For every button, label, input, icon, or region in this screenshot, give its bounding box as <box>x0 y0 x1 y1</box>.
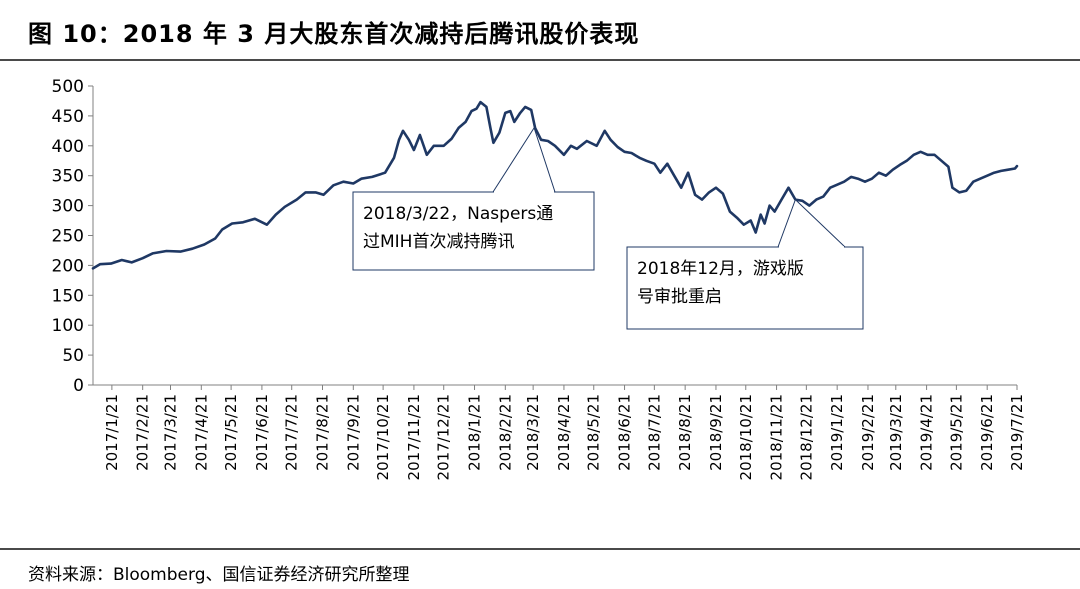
x-tick-label: 2018/12/21 <box>797 394 815 480</box>
title-rule <box>0 59 1080 61</box>
x-tick-label: 2018/6/21 <box>616 394 634 471</box>
x-tick-label: 2018/2/21 <box>496 394 514 471</box>
x-tick-label: 2019/3/21 <box>887 394 905 471</box>
x-axis: 2017/1/21 2017/2/21 2017/3/21 2017/4/21 2017… <box>93 384 1026 480</box>
figure-title: 图 10：2018 年 3 月大股东首次减持后腾讯股价表现 <box>28 20 640 48</box>
callout-box <box>352 191 595 271</box>
x-tick-label: 2018/1/21 <box>466 394 484 471</box>
callout-box <box>626 246 864 330</box>
y-tick-label: 50 <box>62 346 84 366</box>
x-tick-label: 2017/10/21 <box>374 394 392 480</box>
y-axis: 0 50 100 150 200 250 300 350 400 450 500 <box>52 77 94 396</box>
y-tick-label: 0 <box>73 376 84 396</box>
callout-pointer <box>777 198 847 248</box>
x-tick-label: 2017/6/21 <box>253 394 271 471</box>
x-tick-label: 2018/5/21 <box>585 394 603 471</box>
x-tick-label: 2018/4/21 <box>555 394 573 471</box>
y-tick-label: 100 <box>52 316 84 336</box>
source-note: 资料来源：Bloomberg、国信证券经济研究所整理 <box>28 565 410 585</box>
x-tick-label: 2019/5/21 <box>947 394 965 471</box>
y-tick-label: 350 <box>52 167 84 187</box>
x-tick-label: 2019/2/21 <box>859 394 877 471</box>
y-tick-label: 200 <box>52 256 84 276</box>
y-tick-label: 250 <box>52 227 84 247</box>
annotation-layer: 2018/3/22，Naspers通过MIH首次减持腾讯2018年12月，游戏版… <box>352 126 864 330</box>
y-tick-label: 300 <box>52 197 84 217</box>
y-tick-label: 400 <box>52 137 84 157</box>
x-tick-label: 2017/4/21 <box>192 394 210 471</box>
x-tick-label: 2017/1/21 <box>103 394 121 471</box>
callout-text: 2018/3/22，Naspers通 <box>363 204 553 224</box>
y-tick-label: 450 <box>52 107 84 127</box>
series-layer <box>91 100 1019 270</box>
x-tick-label: 2017/8/21 <box>314 394 332 471</box>
x-tick-label: 2017/11/21 <box>405 394 423 480</box>
x-tick-label: 2019/6/21 <box>978 394 996 471</box>
x-tick-label: 2018/11/21 <box>768 394 786 480</box>
x-tick-label: 2018/9/21 <box>707 394 725 471</box>
y-tick-label: 150 <box>52 286 84 306</box>
x-tick-label: 2018/8/21 <box>676 394 694 471</box>
source-rule <box>0 548 1080 550</box>
x-tick-label: 2018/7/21 <box>645 394 663 471</box>
x-tick-label: 2017/3/21 <box>161 394 179 471</box>
x-tick-label: 2017/7/21 <box>283 394 301 471</box>
x-tick-label: 2019/4/21 <box>918 394 936 471</box>
line-chart: 0 50 100 150 200 250 300 350 400 450 500 2017/1/21… <box>52 77 1026 480</box>
callout-text: 号审批重启 <box>637 287 722 307</box>
x-tick-label: 2019/1/21 <box>828 394 846 471</box>
x-tick-label: 2017/9/21 <box>344 394 362 471</box>
price-line <box>91 100 1019 270</box>
callout-pointer <box>492 126 556 193</box>
x-tick-label: 2019/7/21 <box>1008 394 1026 471</box>
x-tick-label: 2018/3/21 <box>524 394 542 471</box>
y-tick-label: 500 <box>52 77 84 97</box>
x-tick-label: 2018/10/21 <box>737 394 755 480</box>
x-tick-label: 2017/12/21 <box>435 394 453 480</box>
x-tick-label: 2017/2/21 <box>134 394 152 471</box>
callout-text: 2018年12月，游戏版 <box>637 259 804 279</box>
x-tick-label: 2017/5/21 <box>222 394 240 471</box>
callout-text: 过MIH首次减持腾讯 <box>363 232 514 252</box>
